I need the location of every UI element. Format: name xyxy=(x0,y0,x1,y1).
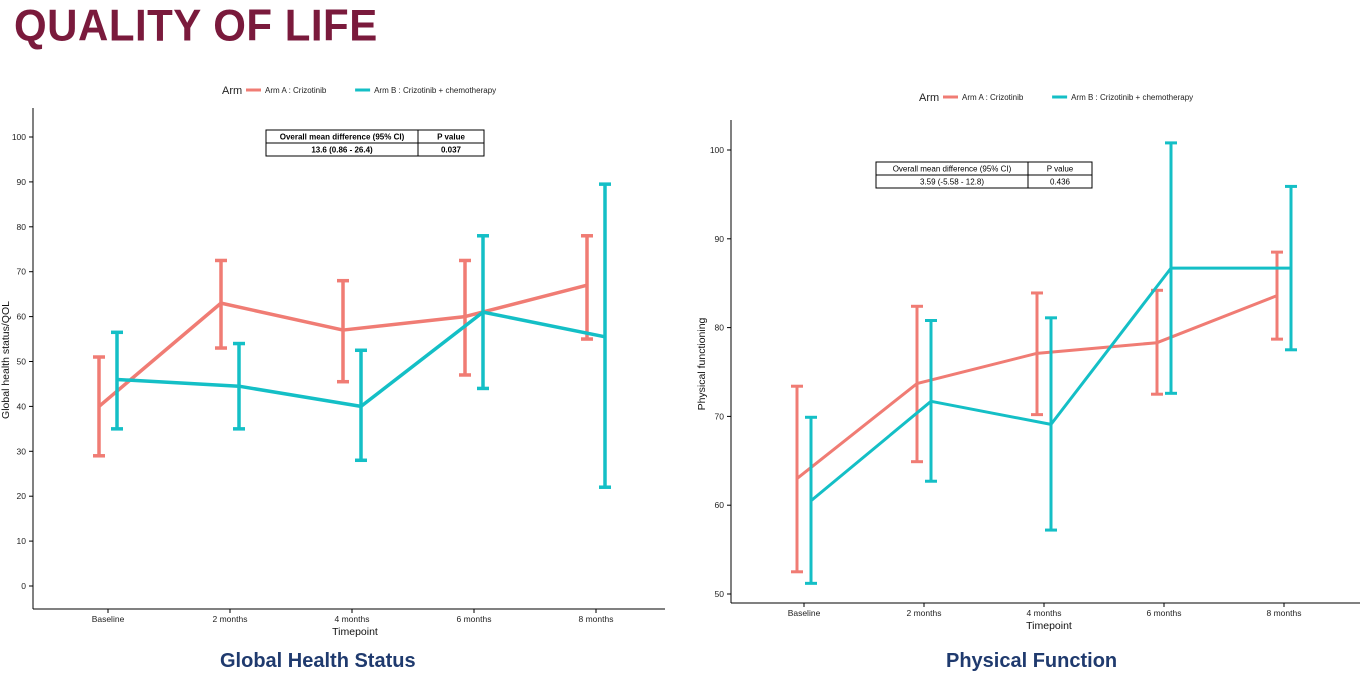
physical-function-chart: 50 60 70 80 90 100 Baseline 2 months 4 months 6 m… xyxy=(696,92,1360,632)
table-header-pvalue: P value xyxy=(1047,165,1074,174)
y-tick-label: 50 xyxy=(715,589,725,599)
series-line-arm-b xyxy=(116,310,606,409)
y-tick-label: 60 xyxy=(715,500,725,510)
y-tick-label: 50 xyxy=(17,357,27,367)
y-tick-label: 100 xyxy=(12,132,26,142)
y-axis-title: Global health status/QOL xyxy=(0,301,12,419)
series-line-arm-b xyxy=(810,266,1291,502)
x-tick-label: 8 months xyxy=(1267,608,1302,618)
y-tick-label: 0 xyxy=(21,581,26,591)
x-axis-title: Timepoint xyxy=(1026,620,1072,632)
series-line-arm-a xyxy=(796,294,1278,480)
x-tick-label: 2 months xyxy=(907,608,942,618)
physical-function-caption: Physical Function xyxy=(946,650,1118,672)
y-tick-label: 100 xyxy=(710,145,724,155)
global-health-status-caption: Global Health Status xyxy=(220,650,416,672)
legend-title: Arm xyxy=(919,92,939,104)
x-axis-title: Timepoint xyxy=(332,626,378,638)
table-value-difference: 3.59 (-5.58 - 12.8) xyxy=(920,178,984,187)
y-axis-title: Physical functioning xyxy=(696,317,708,410)
legend-label-arm-a: Arm A : Crizotinib xyxy=(962,93,1024,102)
y-tick-label: 30 xyxy=(17,446,27,456)
page-title: QUALITY OF LIFE xyxy=(14,0,378,51)
legend-label-arm-b: Arm B : Crizotinib + chemotherapy xyxy=(1071,93,1193,102)
x-tick-label: 6 months xyxy=(457,614,492,624)
table-header-difference: Overall mean difference (95% CI) xyxy=(280,133,405,142)
table-value-pvalue: 0.037 xyxy=(441,146,462,155)
y-tick-label: 60 xyxy=(17,312,27,322)
x-tick-label: Baseline xyxy=(788,608,821,618)
y-tick-label: 10 xyxy=(17,536,27,546)
y-tick-label: 40 xyxy=(17,401,27,411)
x-tick-label: 4 months xyxy=(335,614,370,624)
table-value-pvalue: 0.436 xyxy=(1050,178,1071,187)
x-tick-label: 2 months xyxy=(213,614,248,624)
table-header-difference: Overall mean difference (95% CI) xyxy=(893,165,1012,174)
y-tick-label: 80 xyxy=(715,323,725,333)
legend-title: Arm xyxy=(222,85,242,97)
x-tick-label: 4 months xyxy=(1027,608,1062,618)
y-tick-label: 80 xyxy=(17,222,27,232)
legend-label-arm-a: Arm A : Crizotinib xyxy=(265,86,327,95)
table-value-difference: 13.6 (0.86 - 26.4) xyxy=(311,146,373,155)
y-tick-label: 70 xyxy=(715,411,725,421)
legend-label-arm-b: Arm B : Crizotinib + chemotherapy xyxy=(374,86,496,95)
y-tick-label: 20 xyxy=(17,491,27,501)
series-line-arm-a xyxy=(97,283,588,408)
y-tick-label: 70 xyxy=(17,267,27,277)
global-health-status-chart: 0 10 20 30 40 50 60 70 80 90 100 Baseline 2 months 4 … xyxy=(0,85,665,638)
y-tick-label: 90 xyxy=(17,177,27,187)
table-header-pvalue: P value xyxy=(437,133,465,142)
y-tick-label: 90 xyxy=(715,234,725,244)
x-tick-label: 6 months xyxy=(1147,608,1182,618)
x-tick-label: Baseline xyxy=(92,614,125,624)
x-tick-label: 8 months xyxy=(579,614,614,624)
